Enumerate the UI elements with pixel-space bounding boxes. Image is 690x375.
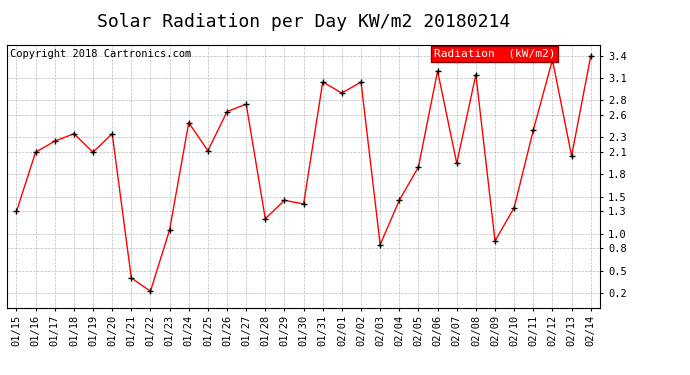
Text: Solar Radiation per Day KW/m2 20180214: Solar Radiation per Day KW/m2 20180214 xyxy=(97,13,510,31)
Text: Copyright 2018 Cartronics.com: Copyright 2018 Cartronics.com xyxy=(10,49,191,59)
Text: Radiation  (kW/m2): Radiation (kW/m2) xyxy=(434,49,555,59)
